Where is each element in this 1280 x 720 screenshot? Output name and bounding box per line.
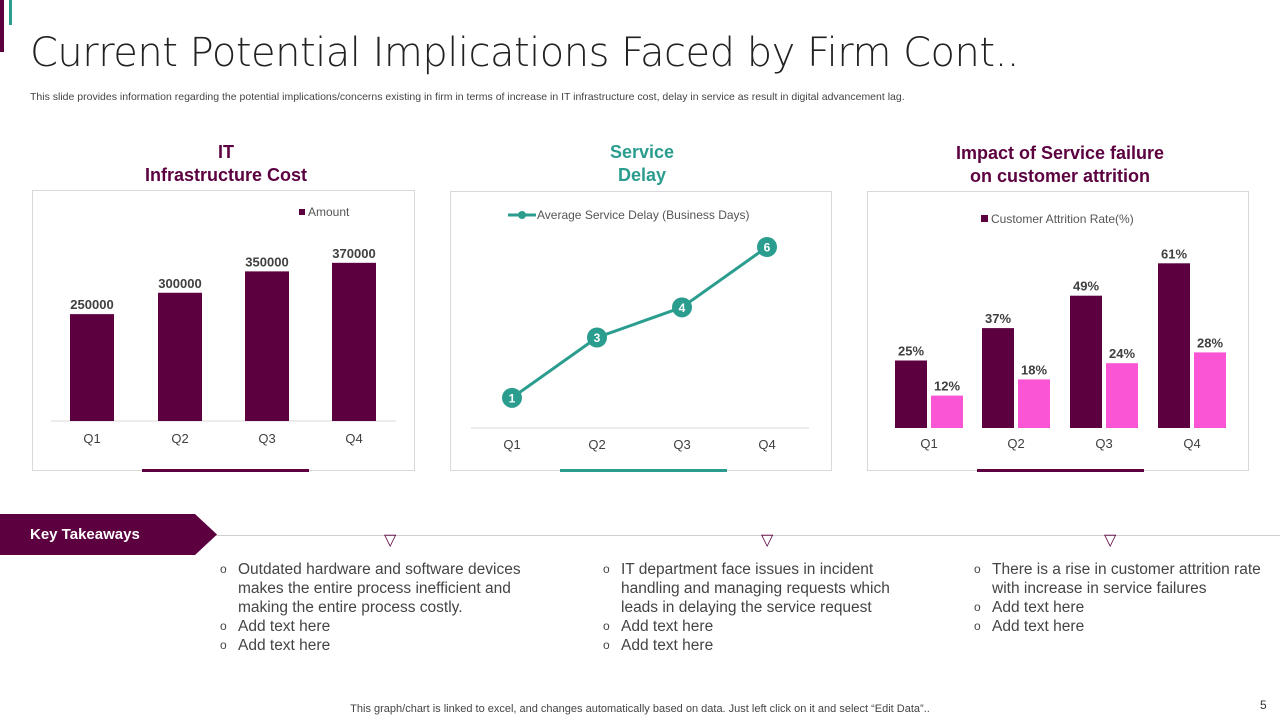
bar	[895, 360, 927, 428]
chart-title-line: Service	[609, 142, 675, 162]
data-point	[587, 327, 607, 348]
divider	[210, 535, 1280, 536]
legend-label: Amount	[308, 205, 350, 219]
bar	[1070, 295, 1102, 428]
data-label: 49%	[1073, 279, 1099, 294]
x-tick-label: Q2	[1007, 436, 1024, 451]
page-number: 5	[1260, 698, 1267, 712]
x-tick-label: Q3	[1095, 436, 1112, 451]
data-label: 1	[509, 391, 516, 405]
data-label: 18%	[1021, 362, 1047, 377]
takeaway-list: IT department face issues in incident ha…	[603, 560, 913, 655]
bar	[982, 328, 1014, 428]
bar	[70, 314, 114, 421]
data-label: 24%	[1109, 346, 1135, 361]
page-subtitle: This slide provides information regardin…	[30, 91, 905, 103]
list-item: Add text here	[220, 617, 540, 636]
takeaway-list: There is a rise in customer attrition ra…	[974, 560, 1264, 636]
legend-label: Customer Attrition Rate(%)	[991, 212, 1134, 226]
data-label: 37%	[985, 311, 1011, 326]
list-item: Outdated hardware and software devices m…	[220, 560, 540, 617]
legend-marker	[518, 211, 526, 219]
bar	[1106, 363, 1138, 428]
chart-underline	[142, 469, 309, 472]
data-label: 3	[594, 331, 601, 345]
chart-underline	[560, 469, 727, 472]
list-item: Add text here	[603, 617, 913, 636]
x-tick-label: Q4	[345, 431, 362, 446]
data-point	[502, 387, 522, 408]
data-point	[757, 237, 777, 257]
chart-title-attrition: Impact of Service failure on customer att…	[867, 142, 1253, 188]
chart-title-line: Infrastructure Cost	[144, 165, 308, 185]
page-title: Current Potential Implications Faced by …	[30, 30, 1020, 76]
chart-title-service-delay: Service Delay	[450, 141, 834, 187]
bar	[245, 271, 289, 421]
data-label: 300000	[158, 276, 201, 291]
data-label: 6	[764, 241, 771, 255]
chart-underline	[977, 469, 1144, 472]
chart-service-delay[interactable]: Average Service Delay (Business Days) 1 Q1…	[450, 191, 832, 471]
data-point	[672, 297, 692, 318]
data-label: 350000	[245, 254, 288, 269]
accent-bar	[0, 0, 4, 52]
footer-note: This graph/chart is linked to excel, and…	[350, 703, 930, 715]
data-label: 250000	[70, 297, 113, 312]
chart-title-line: Impact of Service failure	[955, 143, 1165, 163]
data-label: 4	[679, 301, 686, 315]
triangle-down-icon: ▽	[761, 532, 774, 549]
x-tick-label: Q3	[673, 437, 690, 452]
chart-it-cost[interactable]: Amount 250000 Q1 300000 Q2 350000 Q3 370000 Q4	[32, 190, 415, 471]
bar	[332, 262, 376, 421]
bar	[1158, 263, 1190, 428]
bar	[158, 292, 202, 421]
chart-title-line: on customer attrition	[969, 166, 1150, 186]
x-tick-label: Q3	[258, 431, 275, 446]
chart-title-line: Delay	[617, 165, 667, 185]
bar	[1018, 379, 1050, 428]
list-item: Add text here	[603, 636, 913, 655]
series-line	[511, 245, 768, 400]
x-tick-label: Q2	[171, 431, 188, 446]
data-label: 370000	[332, 246, 375, 261]
x-tick-label: Q1	[920, 436, 937, 451]
accent-bar-teal	[9, 0, 12, 25]
x-tick-label: Q1	[503, 437, 520, 452]
x-tick-label: Q4	[1183, 436, 1200, 451]
legend-swatch	[299, 209, 305, 215]
x-tick-label: Q4	[758, 437, 775, 452]
takeaway-list: Outdated hardware and software devices m…	[220, 560, 540, 655]
chart-title-it-cost: IT Infrastructure Cost	[32, 141, 420, 187]
list-item: There is a rise in customer attrition ra…	[974, 560, 1264, 598]
legend-label: Average Service Delay (Business Days)	[537, 208, 750, 222]
triangle-down-icon: ▽	[384, 532, 397, 549]
list-item: Add text here	[974, 617, 1264, 636]
x-tick-label: Q1	[83, 431, 100, 446]
key-takeaways-banner: Key Takeaways	[0, 514, 217, 555]
x-tick-label: Q2	[588, 437, 605, 452]
data-label: 28%	[1197, 335, 1223, 350]
list-item: Add text here	[974, 598, 1264, 617]
bar	[931, 395, 963, 428]
list-item: Add text here	[220, 636, 540, 655]
chart-title-line: IT	[218, 142, 234, 162]
legend-swatch	[981, 215, 988, 222]
data-label: 12%	[934, 379, 960, 394]
data-label: 61%	[1161, 246, 1187, 261]
list-item: IT department face issues in incident ha…	[603, 560, 913, 617]
triangle-down-icon: ▽	[1104, 532, 1117, 549]
bar	[1194, 352, 1226, 428]
data-label: 25%	[898, 344, 924, 359]
chart-attrition[interactable]: Customer Attrition Rate(%) 25% 37% 49% 61% 12…	[867, 191, 1249, 471]
